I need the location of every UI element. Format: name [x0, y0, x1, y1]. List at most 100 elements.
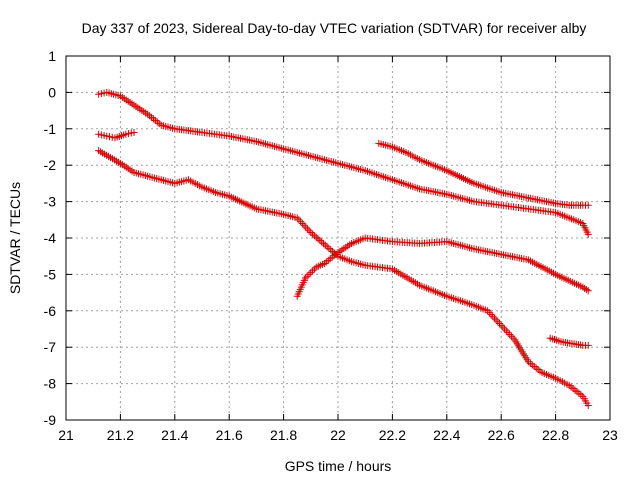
data-point [492, 316, 500, 324]
y-tick-label: -7 [44, 339, 57, 355]
data-point [314, 235, 322, 243]
y-tick-label: 1 [48, 48, 56, 64]
data-point [584, 401, 592, 409]
data-point [582, 286, 590, 294]
data-point [301, 274, 309, 282]
series-track-6 [546, 334, 592, 349]
data-point [323, 243, 331, 251]
y-tick-label: -4 [44, 230, 57, 246]
data-point [584, 230, 592, 238]
data-point [528, 361, 536, 369]
x-tick-label: 23 [602, 427, 618, 443]
x-tick-label: 21.4 [161, 427, 188, 443]
x-tick-label: 21 [58, 427, 74, 443]
data-point [302, 223, 310, 231]
data-point [130, 128, 138, 136]
data-point [305, 270, 313, 278]
data-point [577, 391, 585, 399]
data-point [579, 283, 587, 291]
y-tick-label: -5 [44, 266, 57, 282]
data-point [485, 309, 493, 317]
data-point [324, 256, 332, 264]
data-point [293, 214, 301, 222]
data-point [507, 332, 515, 340]
data-point [569, 385, 577, 393]
data-point [509, 334, 517, 342]
data-point [584, 201, 592, 209]
data-point [151, 116, 159, 124]
data-point [502, 327, 510, 335]
y-axis-label: SDTVAR / TECUs [7, 182, 23, 294]
series-track-5 [375, 139, 592, 209]
y-tick-label: -2 [44, 157, 57, 173]
data-point [321, 241, 329, 249]
data-point [149, 115, 157, 123]
data-point [300, 221, 308, 229]
data-point [497, 321, 505, 329]
series-track-4 [293, 234, 592, 300]
data-point [575, 389, 583, 397]
y-tick-label: -3 [44, 194, 57, 210]
data-point [487, 310, 495, 318]
x-tick-label: 21.6 [216, 427, 243, 443]
chart-title: Day 337 of 2023, Sidereal Day-to-day VTE… [82, 20, 587, 36]
x-tick-labels: 21 21.2 21.4 21.6 21.8 22 22.2 22.4 22.6 22.8 23 [58, 427, 618, 443]
x-tick-label: 22 [330, 427, 346, 443]
data-point [298, 219, 306, 227]
data-point [327, 246, 335, 254]
x-tick-label: 22.4 [433, 427, 460, 443]
y-tick-label: -8 [44, 376, 57, 392]
data-point [316, 236, 324, 244]
data-point [506, 330, 514, 338]
x-tick-label: 22.2 [379, 427, 406, 443]
data-point [310, 232, 318, 240]
data-point [318, 238, 326, 246]
data-point [303, 272, 311, 280]
data-point [309, 267, 317, 275]
grid-lines [66, 56, 610, 420]
data-point [297, 218, 305, 226]
data-point [312, 233, 320, 241]
data-point [501, 325, 509, 333]
data-point [484, 307, 492, 315]
data-point [307, 229, 315, 237]
data-point [573, 388, 581, 396]
x-tick-label: 21.8 [270, 427, 297, 443]
x-tick-label: 22.8 [542, 427, 569, 443]
data-point [153, 118, 161, 126]
series-track-1 [95, 88, 592, 238]
data-point [530, 362, 538, 370]
y-tick-label: -1 [44, 121, 57, 137]
data-point [581, 284, 589, 292]
data-point [534, 366, 542, 374]
y-tick-label: -9 [44, 412, 57, 428]
data-point [295, 216, 303, 224]
data-point [309, 230, 317, 238]
data-point [571, 386, 579, 394]
data-point [325, 244, 333, 252]
data-point [326, 255, 334, 263]
data-point [504, 329, 512, 337]
data-point [494, 318, 502, 326]
data-point [499, 323, 507, 331]
data-point [490, 314, 498, 322]
data-point [496, 320, 503, 328]
data-point [526, 359, 534, 367]
data-point [147, 113, 155, 121]
data-point [489, 312, 497, 320]
data-point [305, 227, 313, 235]
data-marks [95, 88, 592, 409]
series-track-3 [95, 147, 592, 409]
x-axis-label: GPS time / hours [285, 458, 392, 474]
data-point [310, 265, 318, 273]
data-point [303, 225, 311, 233]
data-point [307, 269, 315, 277]
data-point [584, 341, 592, 349]
y-tick-label: 0 [48, 84, 56, 100]
data-point [319, 240, 327, 248]
data-point [584, 287, 592, 295]
y-tick-labels: 1 0 -1 -2 -3 -4 -5 -6 -7 -8 -9 [44, 48, 57, 428]
axis-ticks [65, 55, 611, 421]
x-tick-label: 22.6 [488, 427, 515, 443]
